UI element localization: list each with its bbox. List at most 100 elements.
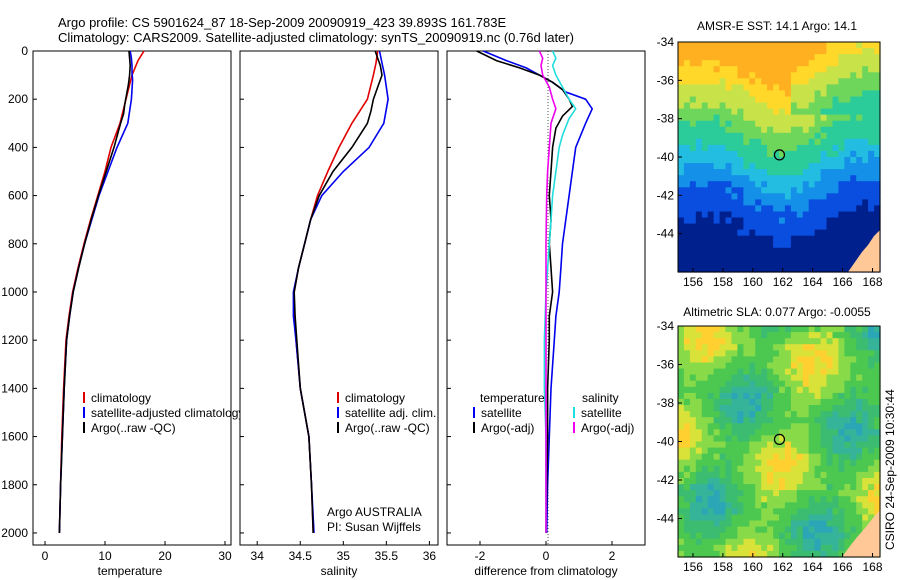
map-cell xyxy=(790,241,798,249)
map-cell xyxy=(707,132,715,140)
map-cell xyxy=(725,392,732,400)
map-cell xyxy=(683,356,691,364)
map-cell xyxy=(802,66,810,73)
map-cell xyxy=(713,338,721,345)
map-cell xyxy=(862,175,869,182)
map-cell xyxy=(683,368,691,376)
map-cell xyxy=(683,538,691,546)
map-cell xyxy=(707,435,715,443)
map-cell xyxy=(779,356,786,364)
map-cell xyxy=(761,72,768,79)
map-cell xyxy=(773,175,780,182)
map-cell xyxy=(820,138,828,146)
map-cell xyxy=(784,417,792,424)
map-cell xyxy=(713,484,721,491)
map-cell xyxy=(773,144,780,152)
map-cell xyxy=(707,484,715,491)
map-cell xyxy=(790,132,798,140)
map-cell xyxy=(689,114,697,122)
temperature-series-satellite-adjusted-climatology xyxy=(58,50,134,534)
map-cell xyxy=(713,405,721,412)
map-cell xyxy=(826,84,833,92)
map-cell xyxy=(678,429,685,436)
map-cell xyxy=(755,229,762,237)
map-cell xyxy=(719,187,727,194)
map-cell xyxy=(773,465,780,473)
map-cell xyxy=(683,193,691,200)
difference-series-salinity-satellite xyxy=(543,50,577,533)
map-cell xyxy=(683,326,691,333)
map-cell xyxy=(802,42,810,49)
map-cell xyxy=(779,514,786,522)
map-cell xyxy=(701,417,709,424)
map-cell xyxy=(701,138,709,146)
argo-pi-label: PI: Susan Wijffels xyxy=(327,520,421,534)
map-cell xyxy=(832,368,839,376)
map-cell xyxy=(678,423,685,430)
map-cell xyxy=(701,496,709,503)
map-cell xyxy=(743,138,750,146)
map-cell xyxy=(850,411,857,418)
map-cell xyxy=(784,520,792,528)
map-cell xyxy=(838,411,845,418)
map-cell xyxy=(725,429,732,436)
map-cell xyxy=(755,235,762,243)
map-cell xyxy=(862,478,869,485)
map-cell xyxy=(678,138,685,146)
map-cell xyxy=(761,223,768,231)
map-cell xyxy=(773,332,780,339)
map-cell xyxy=(701,326,709,333)
map-cell xyxy=(796,150,804,158)
map-cell xyxy=(737,350,744,357)
map-cell xyxy=(779,362,786,370)
map-cell xyxy=(784,398,792,406)
map-cell xyxy=(767,223,774,231)
map-cell xyxy=(678,338,685,345)
map-cell xyxy=(779,132,786,140)
map-cell xyxy=(737,42,744,49)
map-cell xyxy=(761,435,768,443)
map-cell xyxy=(856,344,863,351)
map-cell xyxy=(707,326,715,333)
map-cell xyxy=(874,411,881,418)
map-cell xyxy=(701,429,709,436)
map-cell xyxy=(713,435,721,443)
map-cell xyxy=(701,380,709,388)
map-cell xyxy=(820,84,828,92)
map-cell xyxy=(701,205,709,213)
map-cell xyxy=(844,187,851,194)
map-cell xyxy=(773,532,780,540)
map-cell xyxy=(856,350,863,357)
map-cell xyxy=(761,235,768,243)
map-cell xyxy=(844,265,851,273)
map-cell xyxy=(850,108,857,116)
map-cell xyxy=(773,508,780,516)
map-cell xyxy=(784,205,792,213)
map-cell xyxy=(749,60,756,67)
map-cell xyxy=(695,265,703,273)
map-cell xyxy=(868,441,875,449)
map-cell xyxy=(761,102,768,110)
map-cell xyxy=(826,398,833,406)
map-cell xyxy=(820,478,828,485)
map-cell xyxy=(796,362,804,370)
map-cell xyxy=(868,205,875,213)
map-cell xyxy=(695,484,703,491)
map-cell xyxy=(856,496,863,503)
map-cell xyxy=(707,538,715,546)
map-cell xyxy=(689,520,697,528)
map-cell xyxy=(826,453,833,461)
map-cell xyxy=(695,163,703,170)
map-cell xyxy=(814,229,822,237)
map-cell xyxy=(678,42,685,49)
map-cell xyxy=(856,508,863,516)
map-cell xyxy=(790,344,798,351)
map-cell xyxy=(767,211,774,219)
map-cell xyxy=(802,484,810,491)
map-cell xyxy=(678,90,685,98)
map-cell xyxy=(761,514,768,522)
map-cell xyxy=(719,223,727,231)
map-cell xyxy=(802,362,810,370)
map-cell xyxy=(767,42,774,49)
map-cell xyxy=(719,114,727,122)
